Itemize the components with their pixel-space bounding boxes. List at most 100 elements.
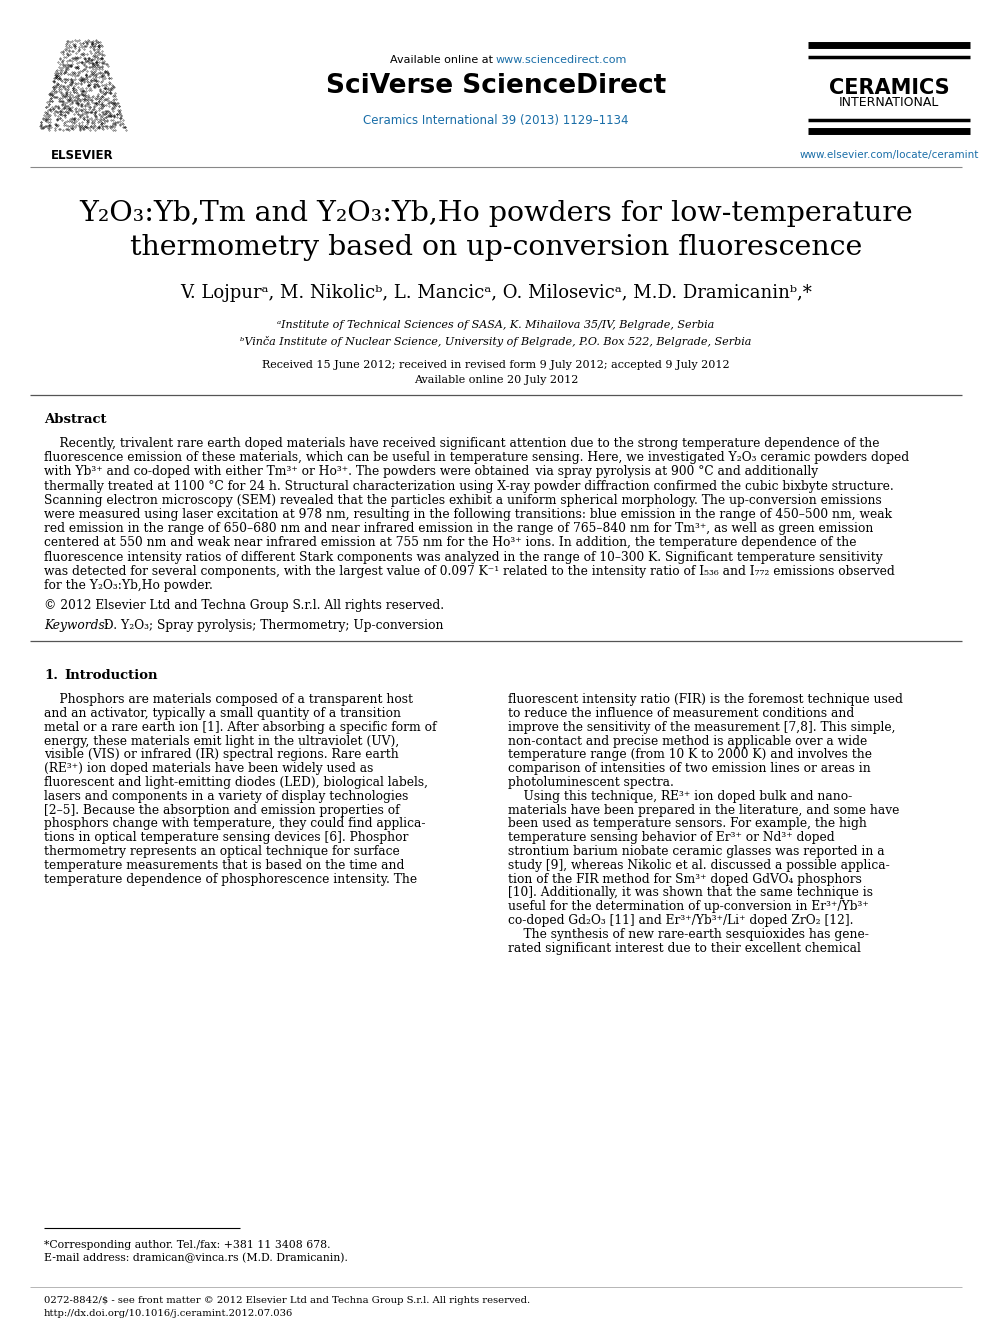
Point: [104, 74, 120, 95]
Point: [91, 116, 107, 138]
Point: [57, 97, 72, 118]
Point: [55, 56, 70, 77]
Point: [78, 86, 94, 107]
Point: [94, 64, 110, 85]
Point: [62, 73, 78, 94]
Point: [82, 107, 98, 128]
Point: [50, 62, 65, 83]
Point: [71, 115, 87, 136]
Point: [75, 116, 91, 138]
Point: [78, 36, 94, 57]
Point: [98, 74, 114, 95]
Point: [53, 74, 68, 95]
Point: [97, 61, 113, 82]
Point: [59, 70, 74, 91]
Point: [72, 90, 88, 111]
Point: [67, 116, 83, 138]
Point: [81, 74, 97, 95]
Point: [97, 67, 113, 89]
Point: [101, 67, 117, 89]
Point: [51, 114, 66, 135]
Point: [86, 106, 102, 127]
Point: [102, 82, 118, 103]
Point: [45, 90, 61, 111]
Point: [52, 81, 67, 102]
Point: [57, 115, 72, 136]
Point: [95, 116, 111, 138]
Point: [107, 112, 123, 134]
Point: [87, 53, 103, 74]
Point: [62, 64, 78, 85]
Point: [73, 81, 89, 102]
Point: [62, 40, 77, 61]
Point: [60, 86, 75, 107]
Point: [79, 33, 95, 54]
Point: [108, 95, 124, 116]
Text: materials have been prepared in the literature, and some have: materials have been prepared in the lite…: [508, 803, 900, 816]
Point: [106, 105, 122, 126]
Point: [80, 102, 96, 123]
Point: [112, 114, 128, 135]
Point: [62, 56, 78, 77]
Point: [83, 102, 99, 123]
Point: [106, 77, 122, 98]
Point: [79, 110, 95, 131]
Point: [69, 40, 85, 61]
Point: [53, 78, 68, 99]
Point: [49, 60, 64, 81]
Point: [76, 107, 92, 128]
Point: [69, 30, 85, 52]
Point: [101, 67, 117, 89]
Point: [43, 89, 59, 110]
Point: [59, 50, 74, 71]
Point: [35, 107, 51, 128]
Point: [90, 75, 106, 97]
Point: [88, 41, 104, 62]
Point: [76, 102, 92, 123]
Point: [62, 90, 77, 111]
Point: [99, 65, 115, 86]
Point: [73, 103, 89, 124]
Point: [109, 111, 125, 132]
Point: [75, 54, 91, 75]
Point: [67, 107, 83, 128]
Point: [82, 78, 98, 99]
Point: [84, 48, 100, 69]
Point: [92, 79, 108, 101]
Point: [59, 46, 74, 67]
Text: Y₂O₃:Yb,Tm and Y₂O₃:Yb,Ho powders for low-temperature: Y₂O₃:Yb,Tm and Y₂O₃:Yb,Ho powders for lo…: [79, 200, 913, 228]
Point: [87, 108, 103, 130]
Point: [69, 94, 85, 115]
Point: [104, 115, 120, 136]
Point: [62, 90, 77, 111]
Point: [89, 73, 105, 94]
Point: [48, 66, 63, 87]
Point: [49, 115, 64, 136]
Point: [41, 90, 57, 111]
Point: [94, 74, 110, 95]
Point: [105, 97, 121, 118]
Point: [54, 70, 69, 91]
Point: [93, 66, 109, 87]
Point: [67, 102, 83, 123]
Point: [103, 91, 119, 112]
Point: [65, 103, 81, 124]
Point: [42, 106, 58, 127]
Point: [89, 54, 105, 75]
Point: [57, 111, 72, 132]
Point: [58, 69, 73, 90]
Point: [54, 60, 69, 81]
Point: [83, 61, 99, 82]
Text: temperature range (from 10 K to 2000 K) and involves the: temperature range (from 10 K to 2000 K) …: [508, 749, 872, 762]
Point: [75, 33, 91, 54]
Point: [63, 69, 79, 90]
Point: [116, 116, 132, 138]
Point: [76, 85, 92, 106]
Text: thermally treated at 1100 °C for 24 h. Structural characterization using X-ray p: thermally treated at 1100 °C for 24 h. S…: [44, 480, 894, 492]
Point: [87, 45, 103, 66]
Point: [104, 98, 120, 119]
Point: [64, 65, 80, 86]
Point: [72, 94, 88, 115]
Point: [76, 69, 92, 90]
Point: [45, 86, 61, 107]
